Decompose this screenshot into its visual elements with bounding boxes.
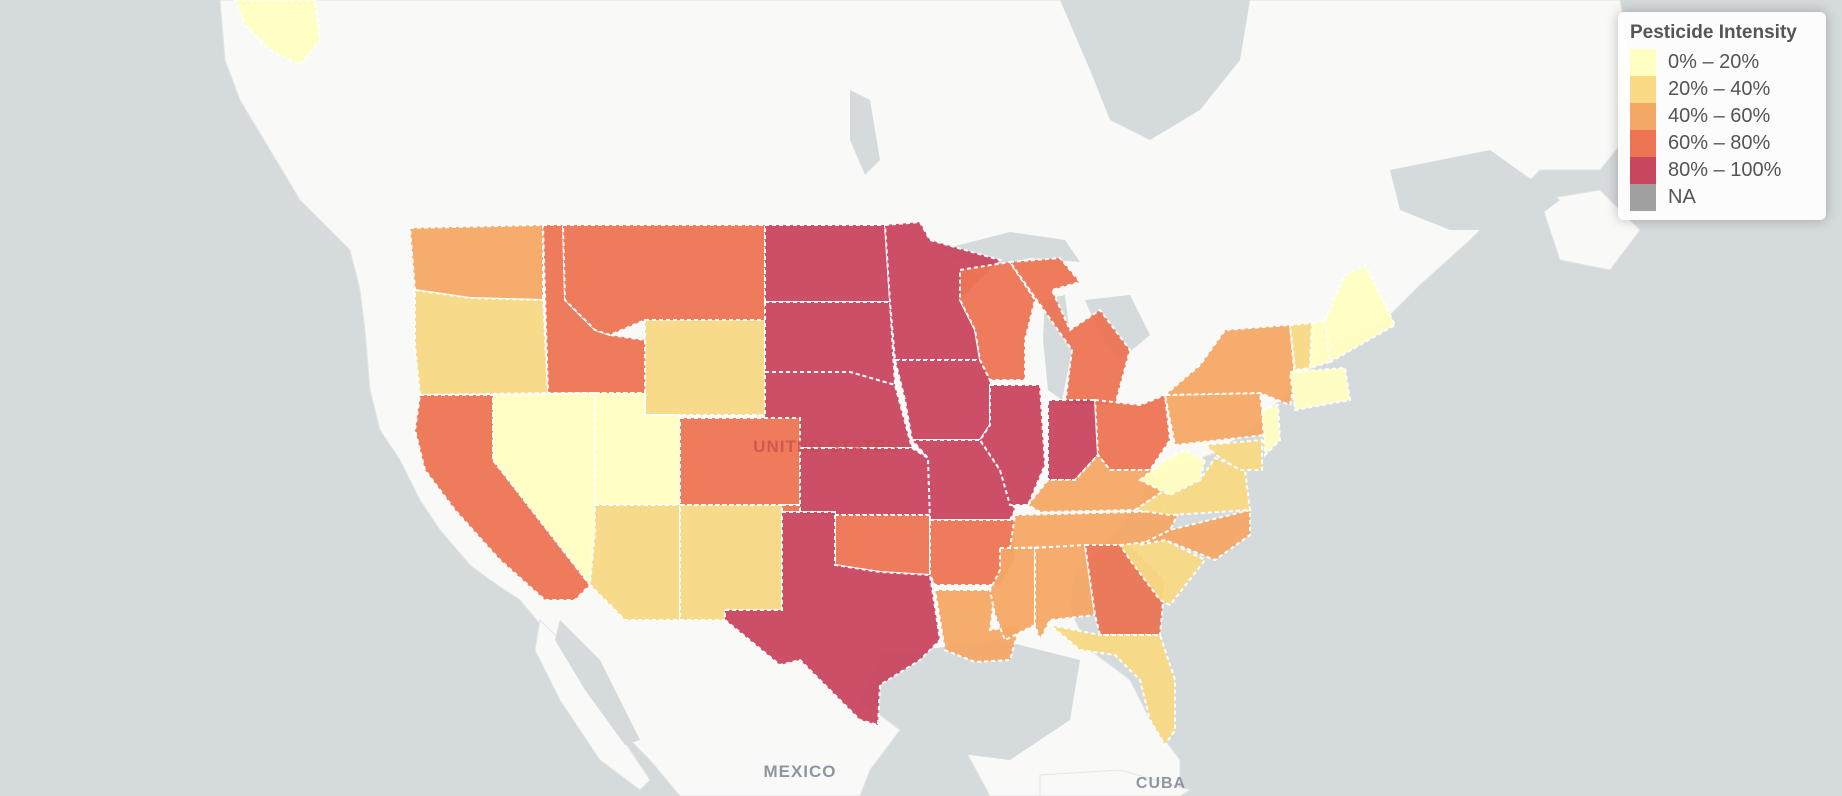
legend-swatch	[1630, 49, 1656, 76]
state-texas[interactable]	[724, 511, 942, 727]
map-labels: UNITED STATES MEXICO CUBA	[753, 437, 1186, 792]
state-new-york[interactable]	[1162, 323, 1297, 407]
legend-label: 40% – 60%	[1668, 105, 1771, 127]
state-wyoming[interactable]	[644, 319, 766, 416]
legend-item: 40% – 60%	[1630, 103, 1814, 130]
state-illinois[interactable]	[978, 384, 1047, 506]
state-ohio[interactable]	[1093, 393, 1172, 471]
legend-label: 0% – 20%	[1668, 51, 1760, 73]
gulf-of-st-lawrence	[1390, 150, 1560, 230]
state-michigan[interactable]	[1008, 256, 1132, 406]
state-florida[interactable]	[1049, 624, 1176, 747]
state-washington[interactable]	[408, 223, 544, 302]
map-legend: Pesticide Intensity 0% – 20% 20% – 40% 40%…	[1618, 12, 1826, 220]
state-missouri[interactable]	[909, 439, 1017, 521]
state-delaware-maryland[interactable]	[1202, 438, 1263, 471]
cuba-land	[1039, 769, 1192, 796]
state-pennsylvania[interactable]	[1163, 391, 1267, 447]
country-label-mexico: MEXICO	[763, 762, 836, 781]
country-label-us: UNITED STATES	[753, 437, 899, 456]
lake-winnipeg	[850, 90, 880, 175]
state-oregon[interactable]	[414, 288, 550, 397]
state-new-mexico[interactable]	[679, 504, 783, 621]
state-kansas[interactable]	[799, 447, 932, 516]
legend-label: NA	[1668, 186, 1696, 208]
state-north-dakota[interactable]	[764, 224, 892, 303]
legend-swatch	[1630, 184, 1656, 211]
hudson-bay	[1060, 0, 1250, 140]
legend-item: 80% – 100%	[1630, 157, 1814, 184]
legend-label: 20% – 40%	[1668, 78, 1771, 100]
gulf-of-california	[555, 620, 640, 745]
state-alaska-fragment[interactable]	[233, 0, 322, 67]
state-massachusetts-ri-ct[interactable]	[1288, 366, 1352, 412]
legend-label: 80% – 100%	[1668, 159, 1782, 181]
legend-rows: 0% – 20% 20% – 40% 40% – 60% 60% – 80% 80% –…	[1630, 49, 1814, 211]
state-maine[interactable]	[1323, 263, 1397, 364]
legend-title: Pesticide Intensity	[1630, 22, 1797, 43]
state-north-carolina[interactable]	[1139, 508, 1251, 562]
state-regions	[233, 0, 1397, 747]
state-kentucky[interactable]	[1026, 453, 1167, 514]
state-california[interactable]	[413, 394, 592, 601]
state-wisconsin[interactable]	[959, 260, 1037, 381]
gulf-of-mexico	[880, 640, 1080, 760]
newfoundland-land	[1539, 189, 1641, 271]
legend-swatch	[1630, 103, 1656, 130]
state-mississippi[interactable]	[988, 547, 1036, 642]
country-label-cuba: CUBA	[1136, 775, 1186, 792]
legend-item: NA	[1630, 184, 1814, 211]
state-vermont[interactable]	[1288, 321, 1314, 372]
legend-item: 60% – 80%	[1630, 130, 1814, 157]
state-montana[interactable]	[561, 224, 766, 337]
legend-swatch	[1630, 76, 1656, 103]
legend-swatch	[1630, 130, 1656, 157]
state-west-virginia[interactable]	[1138, 448, 1207, 497]
state-minnesota[interactable]	[883, 220, 1002, 361]
state-new-hampshire[interactable]	[1308, 318, 1332, 370]
state-colorado[interactable]	[679, 417, 801, 506]
legend-swatch	[1630, 157, 1656, 184]
legend-item: 0% – 20%	[1630, 49, 1814, 76]
legend-label: 60% – 80%	[1668, 132, 1771, 154]
legend-item: 20% – 40%	[1630, 76, 1814, 103]
state-new-jersey[interactable]	[1260, 403, 1282, 458]
